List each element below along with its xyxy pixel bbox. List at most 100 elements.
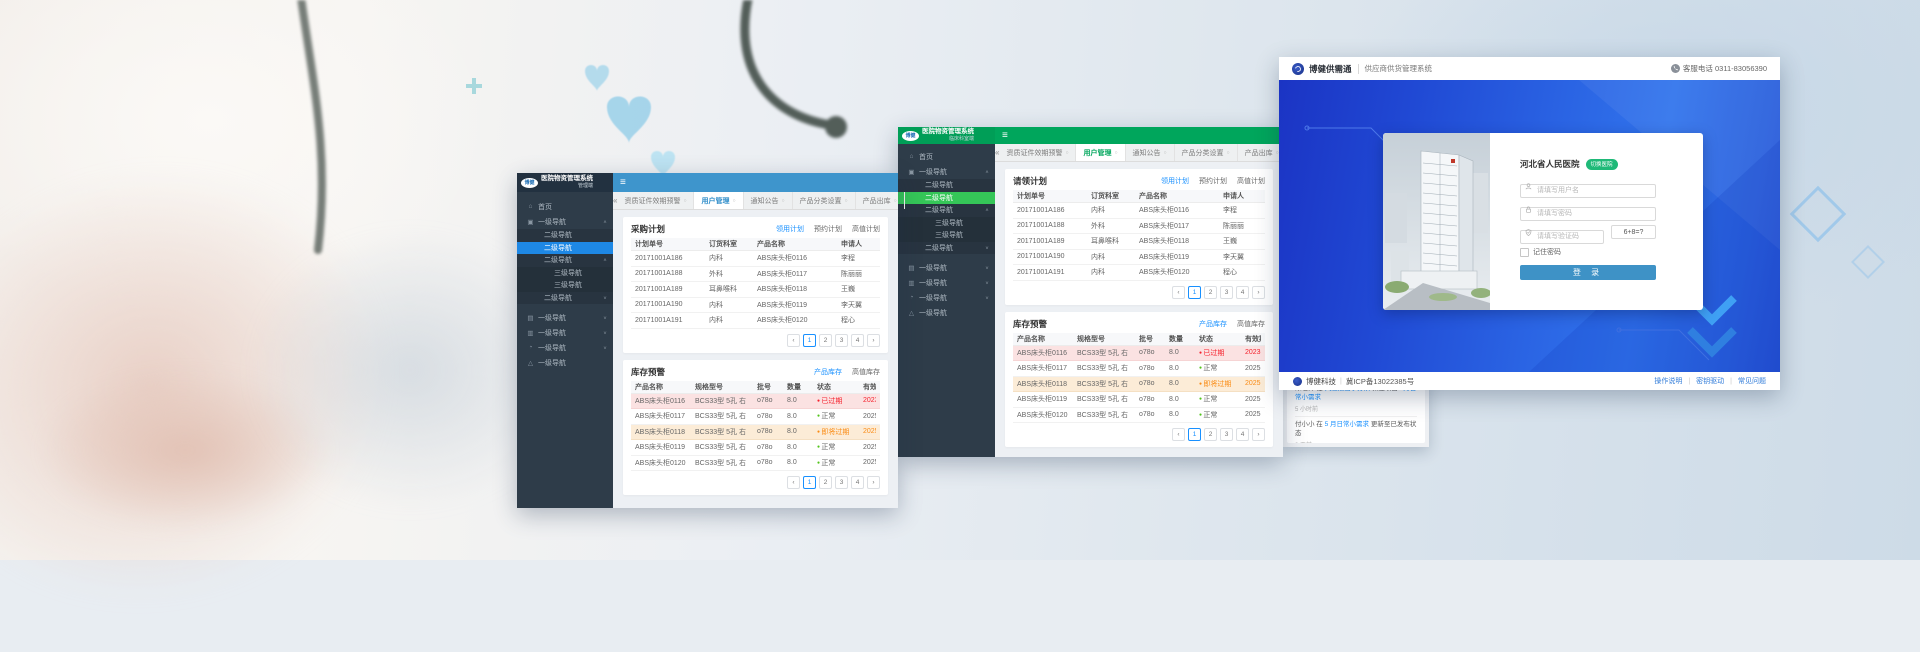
sidebar-item-一级导航[interactable]: △ 一级导航 [898,305,995,320]
sidebar-item-一级导航[interactable]: ▥ 一级导航 ∨ [898,275,995,290]
page-next-button[interactable]: › [867,333,880,347]
card-link-预约计划[interactable]: 预约计划 [1199,178,1227,185]
page-prev-button[interactable]: ‹ [787,476,800,489]
footer-link-常见问题[interactable]: 常见问题 [1738,378,1766,385]
sidebar-item-二级导航[interactable]: 二级导航 [517,229,613,242]
card-link-高值计划[interactable]: 高值计划 [852,226,880,233]
password-input[interactable] [1520,206,1656,221]
page-next-button[interactable]: › [1252,428,1265,441]
collapse-tabs-icon[interactable]: « [995,148,1000,157]
menu-icon[interactable]: ≡ [620,176,626,188]
sidebar-item-一级导航[interactable]: ▤ 一级导航 ∨ [517,310,613,325]
tab-用户管理[interactable]: 用户管理 ○ [694,192,744,209]
page-button-4[interactable]: 4 [1236,285,1249,299]
page-prev-button[interactable]: ‹ [1172,285,1185,299]
card-link-高值库存[interactable]: 高值库存 [852,368,880,376]
menu-icon[interactable]: ≡ [1002,129,1008,141]
sidebar-item-二级导航[interactable]: 二级导航 [517,241,613,254]
page-button-3[interactable]: 3 [1220,428,1233,441]
sidebar-item-三级导航[interactable]: 三级导航 [898,229,995,242]
login-button[interactable]: 登 录 [1520,265,1656,280]
column-header: 订货科室 [709,241,737,248]
card-link-产品库存[interactable]: 产品库存 [1199,320,1227,328]
remember-password[interactable]: 记住密码 [1520,247,1676,257]
page-button-1[interactable]: 1 [1188,285,1201,299]
footer-link-密钥驱动[interactable]: 密钥驱动 [1696,378,1725,385]
sidebar-item-二级导航[interactable]: 二级导航 [898,191,995,204]
shield-icon [1525,228,1532,236]
sidebar-item-三级导航[interactable]: 三级导航 [517,279,613,292]
tab-通知公告[interactable]: 通知公告 ○ [744,192,793,209]
card-link-领用计划[interactable]: 领用计划 [1161,178,1189,185]
page-button-2[interactable]: 2 [1204,428,1217,441]
company-name: 博健科技 [1306,376,1336,386]
table-cell: 李程 [841,255,855,263]
card-link-领用计划[interactable]: 领用计划 [776,226,804,233]
page-next-button[interactable]: › [1252,285,1265,299]
sidebar-item-二级导航[interactable]: 二级导航 ∨ [898,241,995,254]
tab-通知公告[interactable]: 通知公告 ○ [1126,144,1175,161]
page-button-3[interactable]: 3 [835,333,848,347]
sidebar-item-一级导航[interactable]: ◔ 一级导航 ∨ [517,340,613,355]
sidebar-item-二级导航[interactable]: 二级导航 ∨ [517,291,613,304]
page-button-4[interactable]: 4 [1236,428,1249,441]
page-button-3[interactable]: 3 [835,476,848,489]
feed-link[interactable]: 5 月日常小需求 [1324,421,1370,429]
card-link-产品库存[interactable]: 产品库存 [814,368,842,376]
feed-item: 付小小 在 5 月日常小需求 更新至已发布状态 3 天前 [1295,417,1417,443]
tab-产品分类设置[interactable]: 产品分类设置 ○ [793,192,856,209]
tab-资质证件效期预警[interactable]: 资质证件效期预警 ○ [617,192,695,209]
switch-hospital-badge[interactable]: 切换医院 [1585,158,1618,170]
sidebar-item-一级导航[interactable]: ▥ 一级导航 ∨ [517,325,613,340]
remember-checkbox[interactable] [1520,247,1529,257]
page-button-2[interactable]: 2 [819,476,832,489]
footer-link-操作说明[interactable]: 操作说明 [1654,378,1683,385]
page-button-4[interactable]: 4 [851,333,864,347]
page-prev-button[interactable]: ‹ [787,333,800,347]
page-button-2[interactable]: 2 [1204,285,1217,299]
sidebar-item-一级导航[interactable]: ▣ 一级导航 ∧ [898,164,995,179]
sidebar-item-三级导航[interactable]: 三级导航 [517,266,613,279]
lock-icon [1526,206,1531,213]
app-edition: 管理端 [577,182,593,189]
card-link-高值计划[interactable]: 高值计划 [1237,178,1265,185]
tab-资质证件效期预警[interactable]: 资质证件效期预警 ○ [999,144,1077,161]
collapse-tabs-icon[interactable]: « [613,196,618,205]
table-cell: 王巍 [1223,238,1237,246]
tab-产品出库[interactable]: 产品出库 ○ [856,192,905,209]
brand-oval-logo: 博健 [521,177,538,188]
page-button-4[interactable]: 4 [851,476,864,489]
captcha-question[interactable]: 6+8=? [1611,225,1656,239]
sidebar-item-二级导航[interactable]: 二级导航 [898,179,995,192]
sidebar-item-二级导航[interactable]: 二级导航 ∧ [517,254,613,267]
table-header-row: 产品名称 规格型号 批号 数量 状态 有效期 [631,380,880,394]
captcha-input[interactable] [1520,229,1604,244]
sidebar-item-首页[interactable]: ⌂ 首页 [517,199,613,214]
page-button-1[interactable]: 1 [803,476,816,489]
table-cell: ABS床头柜0120 [1017,411,1068,419]
card-link-高值库存[interactable]: 高值库存 [1237,320,1265,328]
sidebar-item-一级导航[interactable]: ▤ 一级导航 ∨ [898,260,995,275]
page-button-3[interactable]: 3 [1220,285,1233,299]
page-next-button[interactable]: › [867,476,880,489]
tab-产品分类设置[interactable]: 产品分类设置 ○ [1175,144,1238,161]
sidebar-item-label: 一级导航 [538,344,566,352]
sidebar-item-一级导航[interactable]: △ 一级导航 [517,355,613,370]
page-button-2[interactable]: 2 [819,333,832,347]
username-input[interactable] [1520,183,1656,198]
hospital-building-illustration [1383,133,1490,310]
circle-icon: ○ [893,197,897,204]
page-button-1[interactable]: 1 [803,333,816,347]
sidebar-item-二级导航[interactable]: 二级导航 ∧ [898,204,995,217]
card-link-预约计划[interactable]: 预约计划 [814,226,842,233]
sidebar-item-一级导航[interactable]: ▣ 一级导航 ∧ [517,214,613,229]
page-button-1[interactable]: 1 [1188,428,1201,441]
sidebar-item-label: 一级导航 [538,329,566,337]
sidebar-item-首页[interactable]: ⌂ 首页 [898,149,995,164]
sidebar-item-三级导航[interactable]: 三级导航 [898,216,995,229]
page-prev-button[interactable]: ‹ [1172,428,1185,441]
sidebar-item-一级导航[interactable]: ◔ 一级导航 ∨ [898,290,995,305]
tab-用户管理[interactable]: 用户管理 ○ [1076,144,1126,161]
